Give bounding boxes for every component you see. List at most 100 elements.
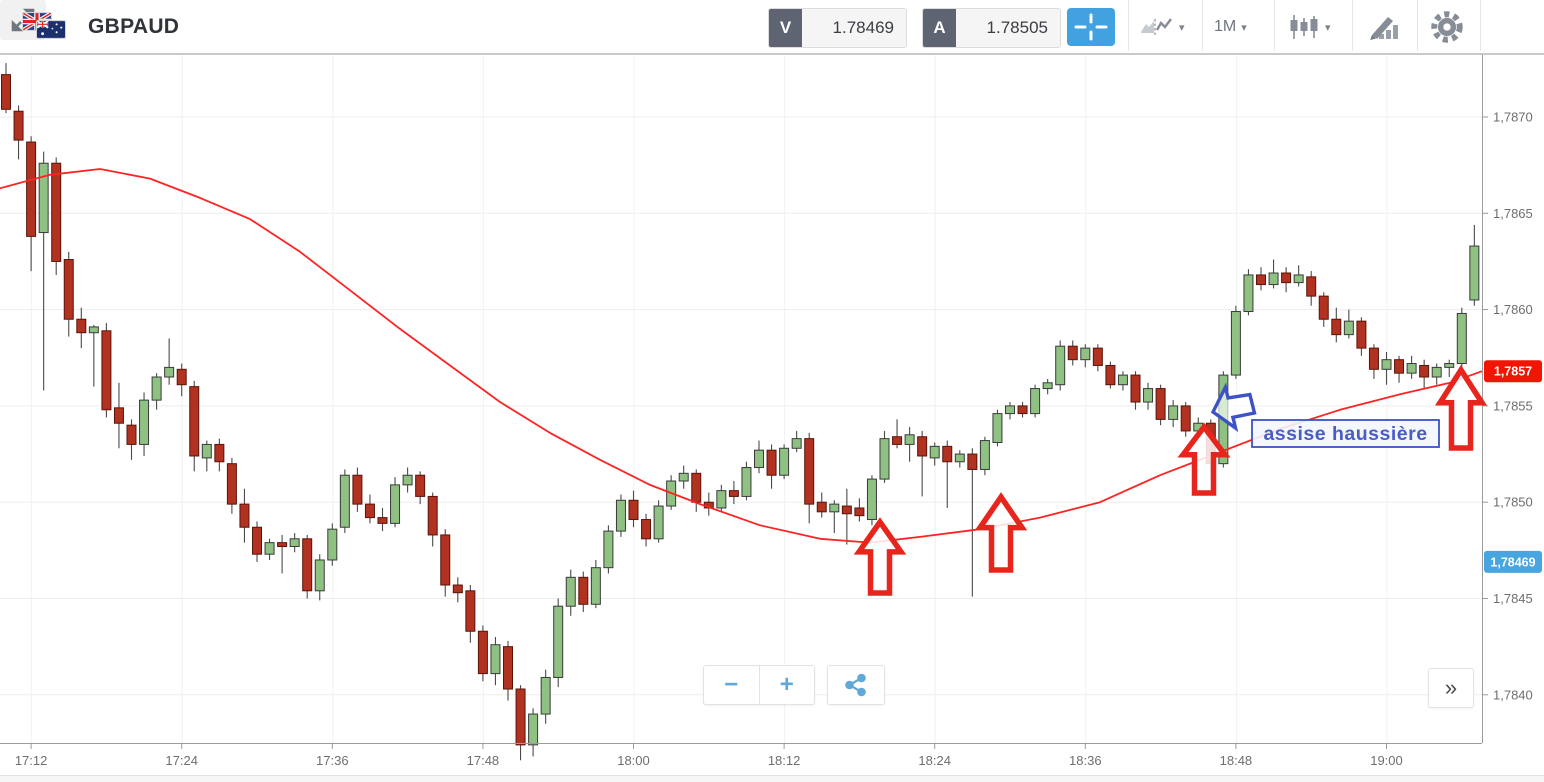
candle-body-down <box>63 259 74 320</box>
candle-body-down <box>176 368 187 386</box>
zoom-out-button[interactable]: − <box>704 666 760 704</box>
candle <box>314 554 325 601</box>
candle-body-up <box>954 453 965 463</box>
candle-body-down <box>13 110 24 141</box>
candle-body-up <box>1469 245 1480 301</box>
compare-charts-button[interactable]: ▾ <box>1140 6 1185 48</box>
candle-body-down <box>214 443 225 463</box>
candle <box>1293 265 1304 287</box>
candle <box>1067 340 1078 366</box>
red-up-arrow <box>853 517 907 596</box>
sell-quote: V 1.78469 <box>768 8 907 48</box>
candle <box>641 513 652 547</box>
candle-body-up <box>741 467 752 497</box>
candle-body-up <box>590 567 601 605</box>
candle-body-up <box>201 443 212 459</box>
last-price-badge <box>1484 360 1542 383</box>
sell-button[interactable]: V <box>769 9 802 47</box>
candle <box>339 469 350 534</box>
au-flag-icon <box>36 20 66 39</box>
settings-button[interactable] <box>1430 6 1464 48</box>
chart-zoom-controls: − + <box>703 665 815 705</box>
candle <box>653 500 664 543</box>
sell-price-badge <box>1484 550 1542 573</box>
collapse-panel-button[interactable]: » <box>1428 668 1474 708</box>
candle-body-down <box>477 630 488 675</box>
candle-body-down <box>252 526 262 555</box>
candle <box>879 430 890 483</box>
candle <box>954 450 965 468</box>
candle-body-up <box>979 440 990 470</box>
candle-body-up <box>1230 311 1241 376</box>
candle-body-down <box>628 499 639 521</box>
candle <box>1092 344 1103 372</box>
toolbar-divider <box>1128 0 1129 51</box>
candle-body-down <box>1394 359 1405 374</box>
candle <box>201 440 212 472</box>
candle <box>176 363 187 397</box>
candle-body-up <box>1005 405 1015 415</box>
candle-body-down <box>766 449 777 476</box>
chart-type-dropdown[interactable]: ▾ <box>1288 6 1331 48</box>
drawing-tools-button[interactable] <box>1364 6 1404 48</box>
crosshair-tool-button[interactable] <box>1067 8 1115 46</box>
candle <box>377 507 388 532</box>
candle <box>1456 307 1467 368</box>
candle <box>264 538 275 560</box>
candle-body-down <box>226 463 237 505</box>
instrument-header: GBPAUD <box>22 10 179 44</box>
candle <box>101 323 112 418</box>
candle-body-up <box>1456 312 1467 365</box>
candle <box>1343 309 1354 339</box>
candlestick-type-icon <box>1290 15 1318 39</box>
candle <box>1431 363 1442 385</box>
candle-body-down <box>126 424 137 445</box>
candle <box>1180 402 1191 437</box>
candle <box>565 569 576 616</box>
candle <box>277 534 288 574</box>
candle <box>703 492 714 516</box>
zoom-in-button[interactable]: + <box>779 671 794 698</box>
candle-body-up <box>402 474 413 486</box>
candle <box>603 525 614 574</box>
candle <box>452 577 463 603</box>
candle <box>289 533 300 553</box>
candle <box>716 484 727 512</box>
candle-body-down <box>1 74 11 110</box>
candle <box>126 419 137 460</box>
time-tick-label: 18:24 <box>918 753 951 768</box>
gear-icon <box>1431 11 1463 43</box>
candle-body-down <box>1318 295 1329 320</box>
candle <box>1318 292 1329 327</box>
candle <box>302 534 313 599</box>
compare-charts-icon <box>1141 18 1172 35</box>
candle-body-down <box>942 445 953 463</box>
candle-body-up <box>1381 359 1392 370</box>
candle-body-up <box>716 490 727 509</box>
candle <box>791 430 802 453</box>
candle <box>779 444 790 480</box>
sell-price: 1.78469 <box>832 18 894 37</box>
candle <box>26 136 37 272</box>
candle <box>728 481 739 505</box>
candle-body-down <box>76 318 87 334</box>
buy-button[interactable]: A <box>923 9 956 47</box>
candle <box>164 338 175 385</box>
buy-quote: A 1.78505 <box>922 8 1061 48</box>
candle <box>754 440 764 474</box>
candle-body-down <box>352 474 363 505</box>
candle <box>38 151 49 391</box>
candle <box>1381 351 1392 385</box>
candle <box>528 708 539 757</box>
toolbar-divider <box>1352 0 1353 51</box>
candle <box>992 409 1003 447</box>
candle-body-down <box>1368 347 1379 370</box>
candle-body-down <box>1281 272 1292 284</box>
candle <box>88 325 99 387</box>
timeframe-dropdown[interactable]: 1M ▾ <box>1214 6 1247 48</box>
share-button[interactable] <box>827 665 885 705</box>
candle <box>352 467 363 512</box>
candle-body-up <box>1431 366 1442 378</box>
candle <box>503 640 513 701</box>
